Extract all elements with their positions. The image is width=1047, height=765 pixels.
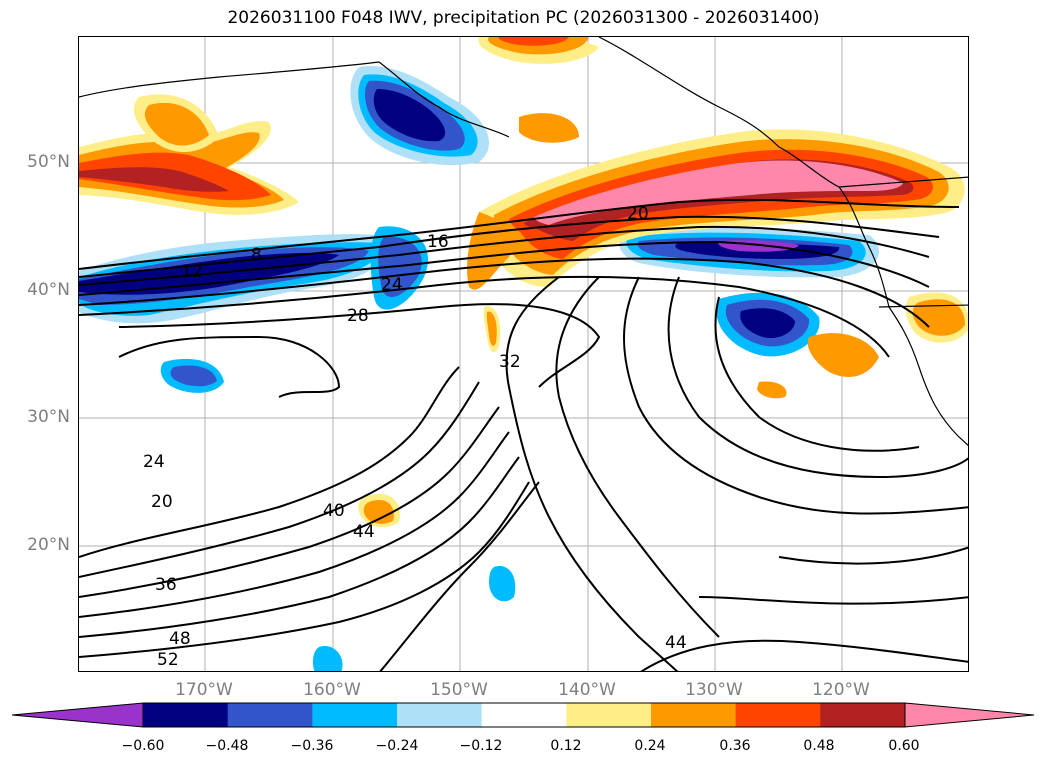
colorbar-tick-label: 0.24 [634,738,666,754]
contour-label: 48 [169,629,191,649]
contour-label: 20 [151,492,173,512]
colorbar-segment [566,703,652,727]
lon-label: 140°W [558,680,616,700]
figure-title: 2026031100 F048 IWV, precipitation PC (2… [227,8,820,28]
colorbar-segments [11,702,1035,728]
contour-label: 8 [251,245,262,265]
lon-label: 150°W [430,680,488,700]
colorbar-extension-right [904,702,1035,728]
colorbar-segment [735,703,821,727]
lat-label: 40°N [27,280,70,300]
colorbar-segment [397,703,483,727]
contour-label: 12 [181,262,203,282]
colorbar [11,702,1035,728]
colorbar-tick-label: −0.60 [121,738,165,754]
contour-labels: 20 16 8 12 24 28 32 24 20 40 44 36 48 52… [143,204,687,670]
contour-label: 28 [347,306,369,326]
colorbar-tick-label: −0.24 [375,738,419,754]
contour-label: 36 [155,575,177,595]
contour-label: 16 [427,232,449,252]
colorbar-tick-label: −0.12 [459,738,503,754]
contour-label: 40 [323,501,345,521]
contour-label: 24 [381,275,403,295]
colorbar-frame [142,702,906,728]
colorbar-segment [312,703,398,727]
lon-label: 130°W [685,680,743,700]
lat-label: 20°N [27,535,70,555]
colorbar-tick-label: 0.12 [550,738,582,754]
lon-label: 120°W [812,680,870,700]
coastline [79,37,968,446]
colorbar-tick-label: 0.60 [888,738,920,754]
map-panel: 20 16 8 12 24 28 32 24 20 40 44 36 48 52… [78,36,969,672]
lat-label: 50°N [27,152,70,172]
lon-label: 160°W [303,680,361,700]
iwv-contours [79,198,968,671]
colorbar-tick-label: 0.36 [719,738,751,754]
colorbar-tick-label: −0.48 [205,738,249,754]
colorbar-extension-left [11,702,144,728]
colorbar-segment [651,703,737,727]
contour-label: 44 [353,522,375,542]
colorbar-segment [481,703,567,727]
lat-label: 30°N [27,407,70,427]
contour-label: 20 [627,204,649,224]
colorbar-segment [227,703,313,727]
contour-label: 44 [665,633,687,653]
colorbar-segment [143,703,229,727]
lon-label: 170°W [175,680,233,700]
contour-label: 52 [157,650,179,670]
colorbar-segment [820,703,906,727]
contour-label: 24 [143,452,165,472]
map-canvas: 20 16 8 12 24 28 32 24 20 40 44 36 48 52… [79,37,968,671]
colorbar-tick-label: −0.36 [290,738,334,754]
colorbar-tick-label: 0.48 [803,738,835,754]
positive-precip-shading [79,37,968,528]
contour-label: 32 [499,352,521,372]
